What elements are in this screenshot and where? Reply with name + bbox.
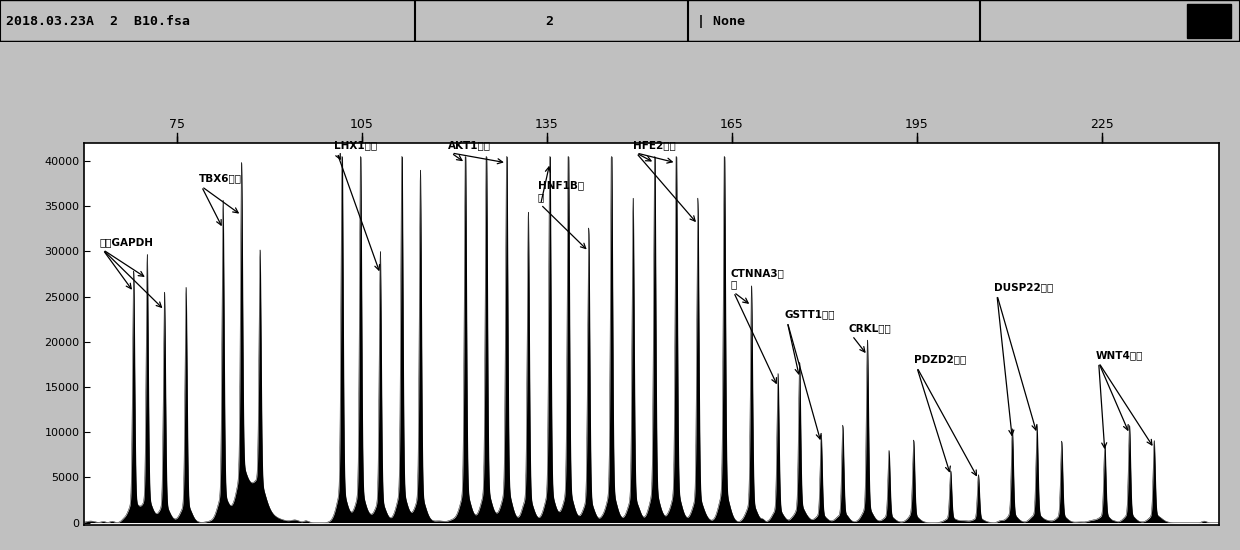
Text: HFE2基因: HFE2基因 bbox=[634, 140, 676, 150]
Text: 75: 75 bbox=[169, 118, 185, 131]
Text: GSTT1基因: GSTT1基因 bbox=[784, 309, 835, 319]
Text: 165: 165 bbox=[720, 118, 744, 131]
Text: 225: 225 bbox=[1090, 118, 1114, 131]
Text: 195: 195 bbox=[905, 118, 929, 131]
Text: 135: 135 bbox=[534, 118, 559, 131]
FancyBboxPatch shape bbox=[1187, 4, 1231, 38]
Text: 2018.03.23A  2  B10.fsa: 2018.03.23A 2 B10.fsa bbox=[6, 15, 190, 28]
Text: PDZD2基因: PDZD2基因 bbox=[914, 354, 966, 365]
Text: CRKL基因: CRKL基因 bbox=[849, 323, 892, 333]
Text: 105: 105 bbox=[350, 118, 373, 131]
Text: WNT4基因: WNT4基因 bbox=[1096, 350, 1143, 360]
Text: DUSP22基因: DUSP22基因 bbox=[993, 282, 1053, 292]
Text: CTNNA3基
因: CTNNA3基 因 bbox=[730, 268, 785, 289]
Text: LHX1基因: LHX1基因 bbox=[334, 140, 377, 150]
Text: HNF1B基
因: HNF1B基 因 bbox=[538, 180, 584, 202]
Text: AKT1基因: AKT1基因 bbox=[448, 140, 491, 150]
Text: | None: | None bbox=[697, 15, 745, 28]
Text: 2: 2 bbox=[546, 15, 553, 28]
Text: TBX6基因: TBX6基因 bbox=[198, 174, 242, 184]
Text: 内参GAPDH: 内参GAPDH bbox=[99, 237, 154, 247]
